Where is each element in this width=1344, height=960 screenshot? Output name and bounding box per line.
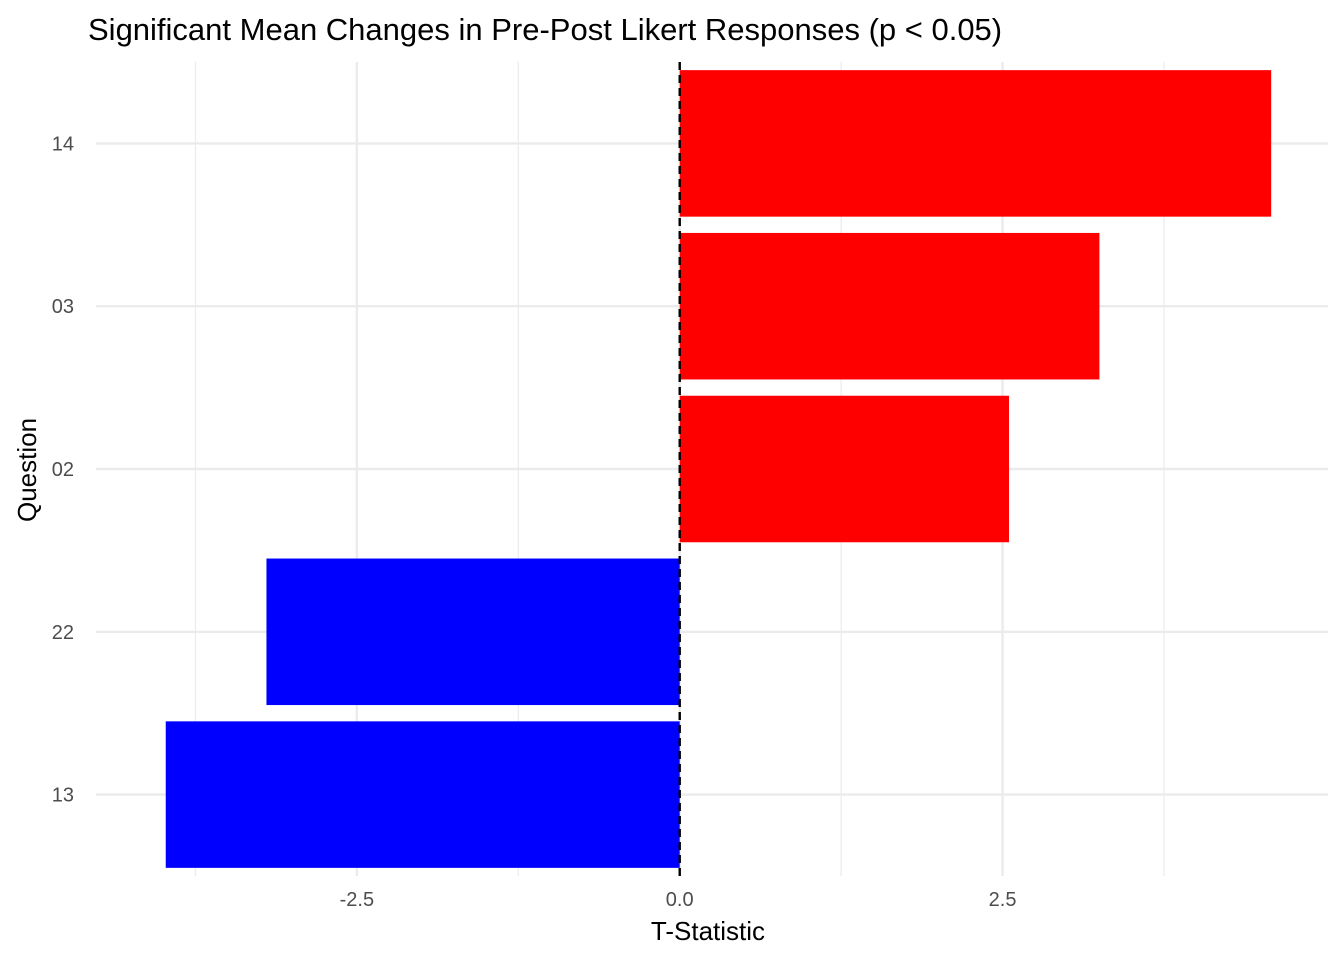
y-axis-title: Question [12,418,42,522]
x-tick-label: -2.5 [340,889,374,911]
x-tick-label: 2.5 [989,889,1017,911]
bar-question-03 [679,232,1100,380]
bar-question-22 [266,558,680,706]
y-tick-label: 02 [52,459,74,481]
bar-question-14 [679,70,1272,217]
y-tick-label: 14 [52,133,74,155]
bars [165,70,1272,868]
x-axis-title: T-Statistic [651,916,765,946]
y-tick-label: 13 [52,785,74,807]
x-tick-label: 0.0 [666,889,694,911]
bar-question-02 [679,395,1010,543]
x-axis-ticks: -2.5 0.0 2.5 [340,889,1017,911]
y-tick-label: 03 [52,296,74,318]
y-tick-label: 22 [52,622,74,644]
chart-title: Significant Mean Changes in Pre-Post Lik… [88,12,1002,47]
y-axis-ticks: 14 03 02 22 13 [52,133,74,806]
bar-question-13 [165,721,680,868]
